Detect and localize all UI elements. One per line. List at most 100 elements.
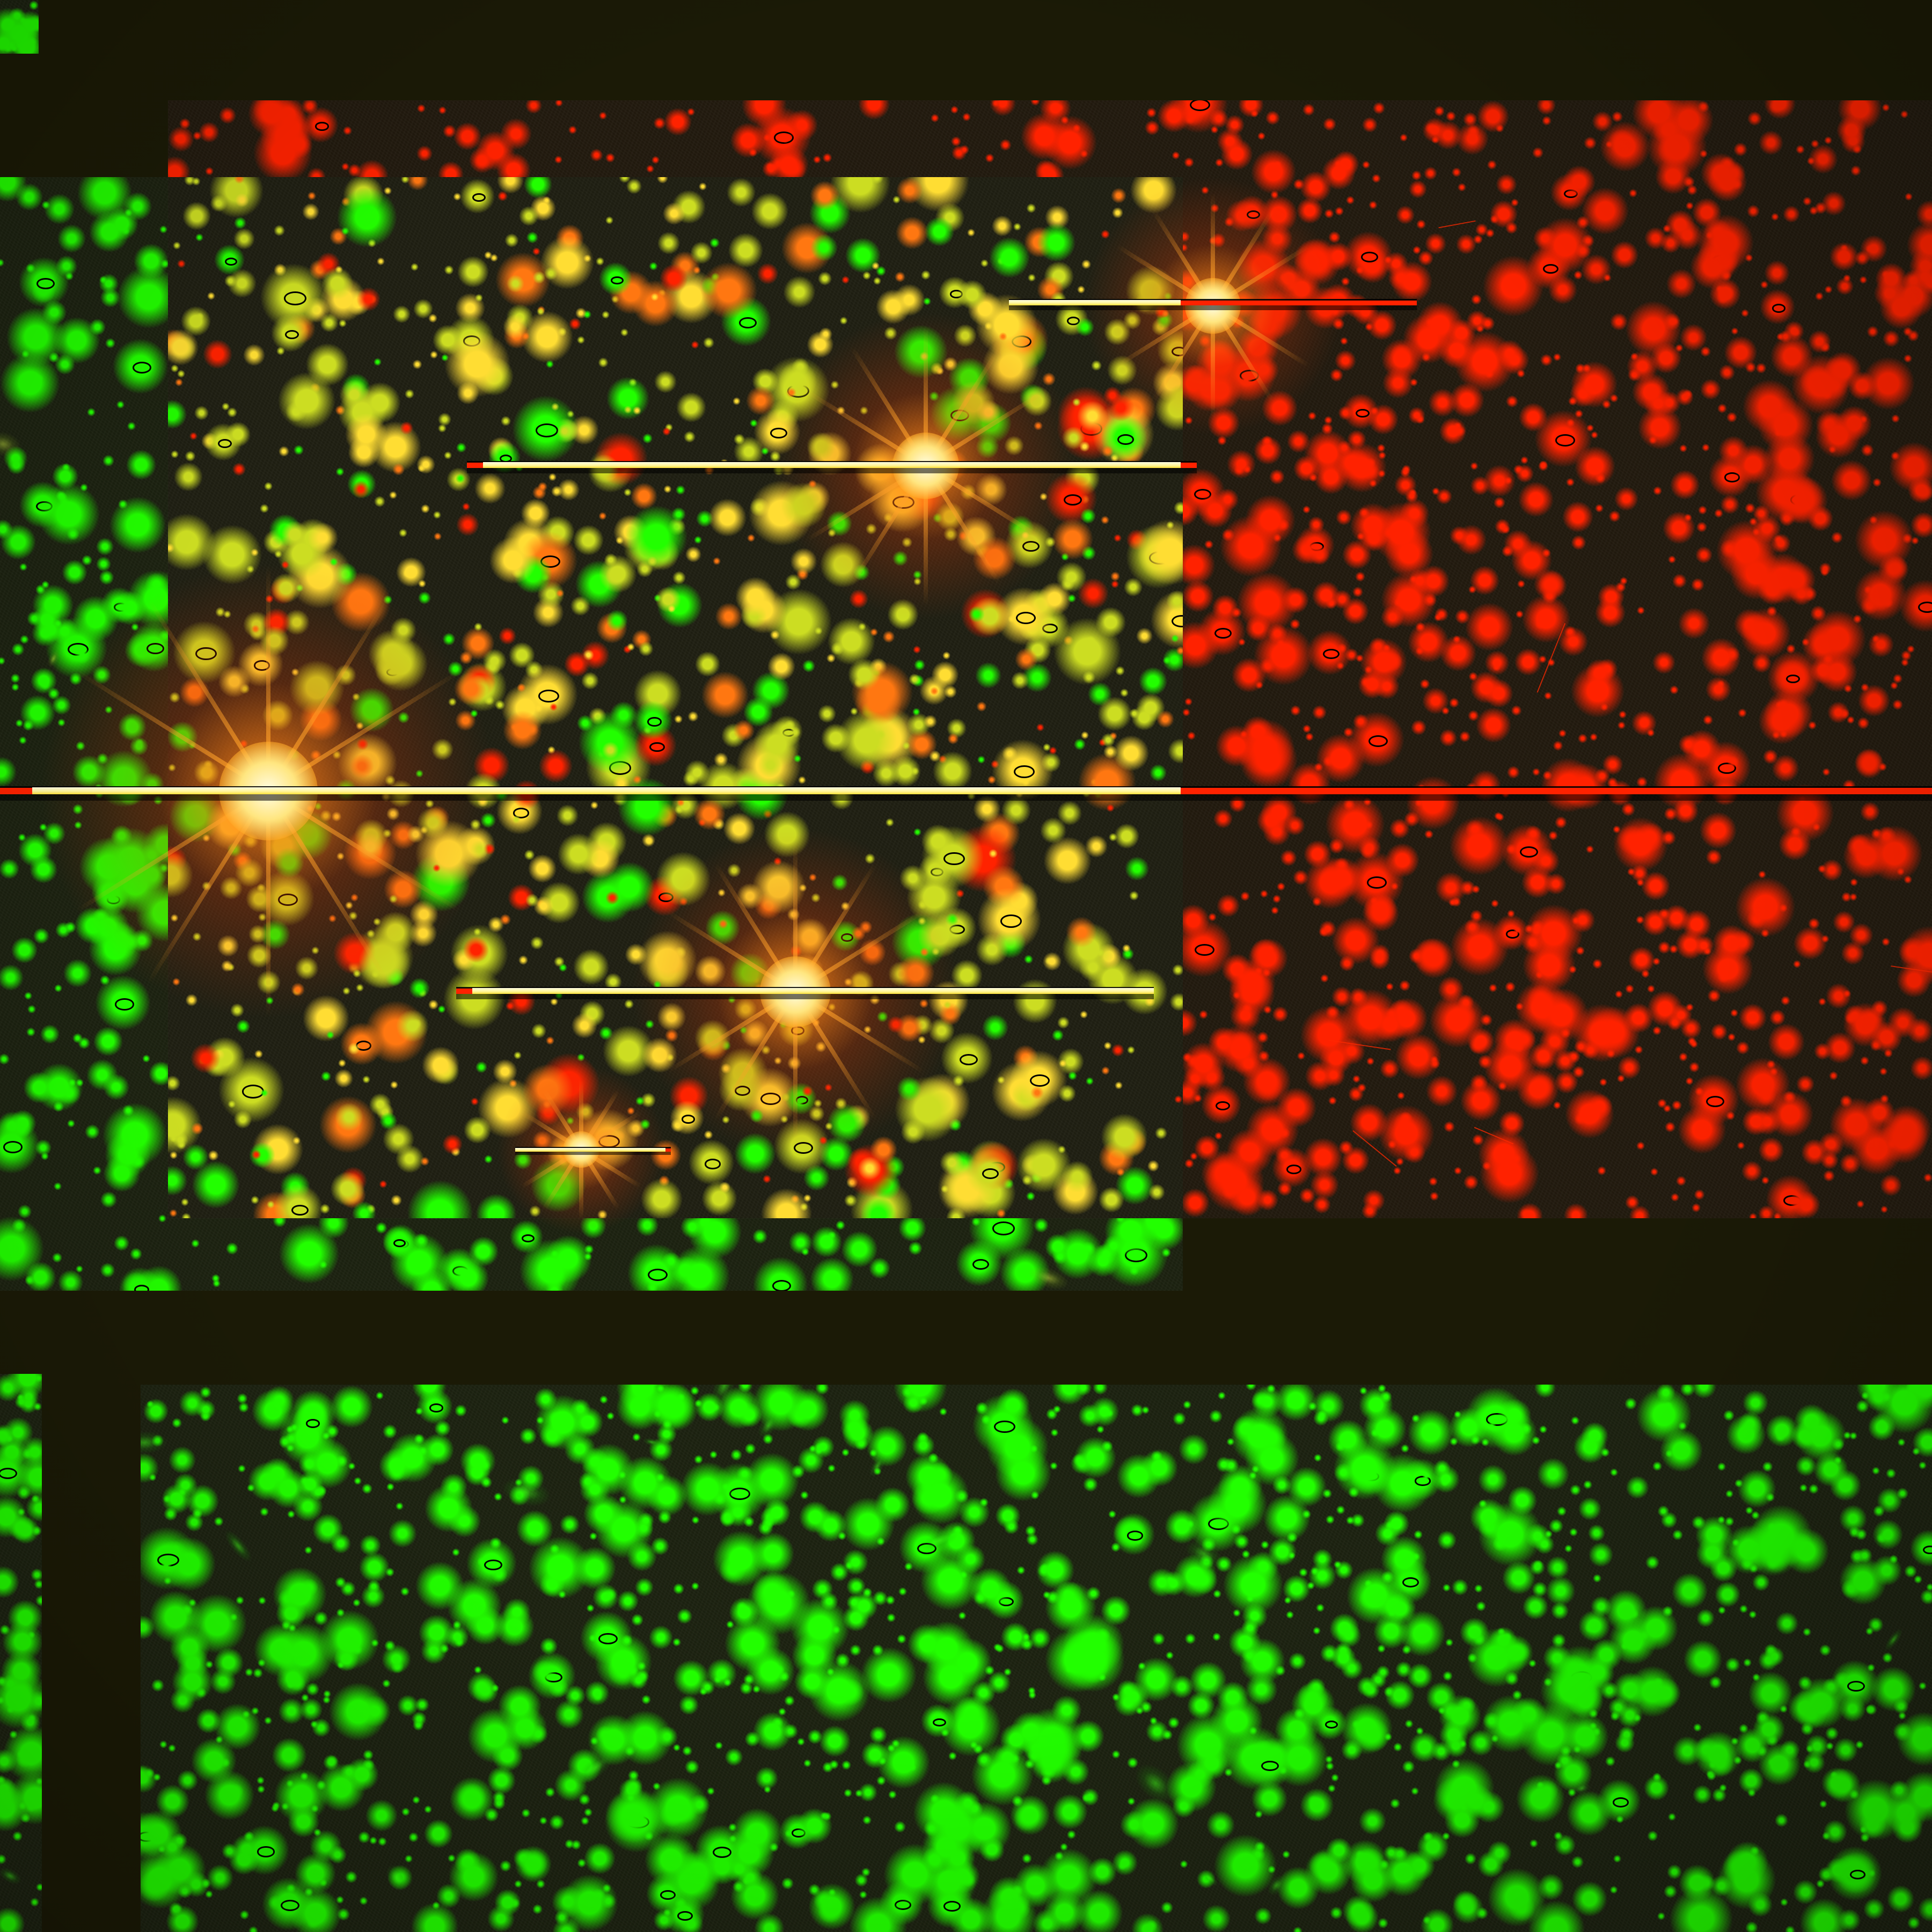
- point-source: [670, 1118, 685, 1133]
- point-source: [1050, 1429, 1058, 1437]
- point-source: [1661, 830, 1676, 845]
- point-source: [1431, 136, 1439, 144]
- point-source: [699, 182, 707, 191]
- point-source: [1231, 607, 1242, 618]
- point-source: [359, 1897, 368, 1905]
- source-detection-ellipse: [429, 1403, 443, 1412]
- point-source: [345, 413, 387, 456]
- point-source: [1475, 223, 1488, 236]
- point-source: [873, 1467, 881, 1475]
- point-source: [744, 1443, 756, 1454]
- point-source: [684, 431, 696, 443]
- point-source: [673, 1660, 709, 1696]
- point-source: [1519, 402, 1548, 431]
- point-source: [1637, 841, 1646, 850]
- point-source: [554, 1769, 587, 1802]
- point-source: [1434, 106, 1445, 116]
- point-source: [222, 402, 230, 411]
- point-source: [1307, 1582, 1315, 1590]
- point-source: [766, 400, 799, 433]
- point-source: [94, 789, 104, 799]
- point-source: [484, 695, 495, 706]
- point-source: [781, 222, 833, 274]
- source-detection-ellipse: [796, 1096, 808, 1104]
- point-source: [1260, 658, 1276, 674]
- point-source: [1185, 1520, 1194, 1528]
- point-source: [743, 1516, 755, 1527]
- point-source: [734, 1133, 776, 1175]
- point-source: [1070, 1878, 1078, 1886]
- point-source: [495, 700, 505, 710]
- point-source: [876, 1776, 886, 1785]
- source-detection-ellipse: [1361, 252, 1378, 262]
- point-source: [737, 883, 763, 909]
- point-source: [858, 100, 890, 120]
- point-source: [1121, 968, 1168, 1015]
- point-source: [203, 760, 213, 770]
- point-source: [1689, 1062, 1700, 1073]
- point-source: [1217, 436, 1226, 445]
- point-source: [141, 1453, 159, 1483]
- point-source: [1157, 710, 1175, 728]
- point-source: [1897, 963, 1931, 998]
- point-source: [503, 518, 556, 571]
- point-source: [1911, 512, 1932, 538]
- point-source: [1013, 223, 1021, 231]
- point-source: [753, 408, 800, 455]
- point-source: [1220, 346, 1276, 402]
- point-source: [1884, 556, 1908, 580]
- point-source: [464, 1116, 491, 1144]
- point-source: [1271, 1729, 1328, 1787]
- point-source: [1843, 1002, 1887, 1047]
- point-source: [1362, 463, 1380, 480]
- point-source: [168, 1075, 180, 1091]
- cosmic-ray-trail: [1891, 965, 1932, 974]
- point-source: [1542, 116, 1552, 126]
- point-source: [1498, 1110, 1525, 1137]
- point-source: [546, 1036, 554, 1045]
- point-source: [53, 1101, 64, 1112]
- point-source: [810, 1257, 854, 1291]
- point-source: [1448, 1783, 1469, 1804]
- point-source: [680, 1215, 704, 1239]
- point-source: [168, 329, 199, 365]
- source-detection-ellipse: [677, 1911, 693, 1921]
- point-source: [383, 829, 392, 838]
- point-source: [1576, 216, 1590, 229]
- point-source: [1915, 1385, 1924, 1392]
- point-source: [1771, 213, 1779, 221]
- point-source: [1309, 473, 1318, 482]
- point-source: [343, 826, 397, 880]
- point-source: [1814, 1439, 1823, 1448]
- point-source: [6, 1706, 15, 1714]
- point-source: [1473, 235, 1483, 245]
- point-source: [700, 262, 758, 319]
- point-source: [422, 1046, 459, 1084]
- point-source: [401, 177, 409, 184]
- point-source: [1052, 1249, 1068, 1264]
- point-source: [1574, 1430, 1606, 1463]
- point-source: [1435, 608, 1448, 621]
- point-source: [368, 630, 416, 678]
- point-source: [245, 1668, 253, 1677]
- point-source: [1087, 954, 1138, 1005]
- point-source: [1759, 130, 1783, 155]
- point-source: [851, 926, 866, 941]
- point-source: [1867, 1664, 1875, 1672]
- point-source: [1795, 1410, 1846, 1461]
- point-source: [967, 792, 976, 800]
- point-source: [672, 1798, 698, 1824]
- point-source: [141, 1810, 182, 1858]
- point-source: [1214, 1834, 1277, 1897]
- point-source: [1868, 1617, 1884, 1633]
- point-source: [1627, 1666, 1678, 1717]
- point-source: [752, 860, 806, 914]
- point-source: [534, 704, 543, 713]
- point-source: [293, 518, 333, 558]
- point-source: [1726, 412, 1737, 422]
- point-source: [1406, 776, 1460, 830]
- point-source: [664, 108, 691, 135]
- point-source: [1290, 705, 1301, 716]
- point-source: [651, 1537, 669, 1555]
- point-source: [906, 729, 937, 759]
